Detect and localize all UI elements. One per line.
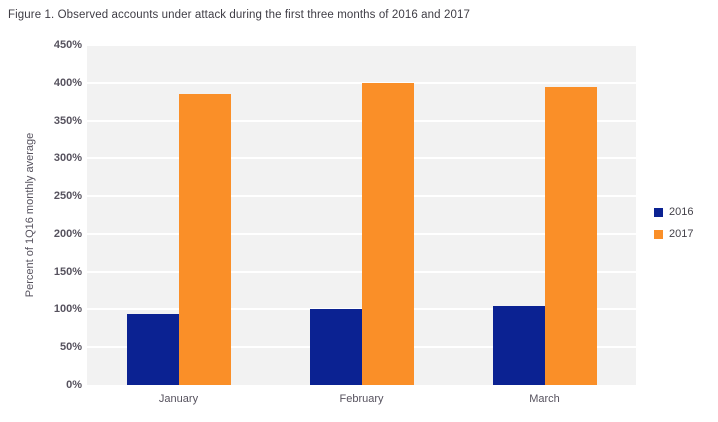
x-axis-category-labels: January February March bbox=[87, 393, 636, 409]
y-tick-label-450: 450% bbox=[53, 39, 82, 51]
bar-2016-march bbox=[492, 306, 545, 385]
legend-label-2016: 2016 bbox=[669, 206, 694, 218]
gridline-400 bbox=[87, 81, 636, 84]
x-label-january: January bbox=[158, 393, 199, 405]
x-label-february: February bbox=[339, 393, 384, 405]
bar-2017-february bbox=[361, 82, 414, 385]
legend-item-2017: 2017 bbox=[654, 223, 693, 245]
legend-swatch-2016 bbox=[654, 207, 663, 217]
x-label-march: March bbox=[529, 393, 560, 405]
y-tick-label-50: 50% bbox=[59, 341, 82, 354]
legend: 2016 2017 bbox=[654, 201, 693, 245]
y-axis-tick-labels: 0% 50% 100% 150% 200% 250% 300% 350% 400% 450% bbox=[0, 39, 82, 391]
legend-label-2017: 2017 bbox=[669, 228, 694, 240]
y-tick-label-400: 400% bbox=[53, 76, 82, 89]
chart-title: Figure 1. Observed accounts under attack… bbox=[8, 9, 470, 21]
bar-2017-january bbox=[178, 94, 231, 385]
y-tick-label-150: 150% bbox=[53, 265, 82, 278]
y-tick-label-100: 100% bbox=[53, 303, 82, 316]
y-tick-label-0: 0% bbox=[66, 379, 82, 391]
y-tick-label-250: 250% bbox=[53, 190, 82, 203]
legend-swatch-2017 bbox=[654, 229, 663, 239]
gridline-450 bbox=[87, 44, 636, 46]
plot-area bbox=[87, 44, 636, 385]
y-tick-label-200: 200% bbox=[53, 227, 82, 240]
legend-item-2016: 2016 bbox=[654, 201, 693, 223]
bar-2016-january bbox=[126, 313, 179, 385]
y-tick-label-350: 350% bbox=[53, 114, 82, 127]
bar-2017-march bbox=[544, 87, 597, 385]
y-tick-label-300: 300% bbox=[53, 152, 82, 165]
bar-2016-february bbox=[309, 308, 362, 385]
